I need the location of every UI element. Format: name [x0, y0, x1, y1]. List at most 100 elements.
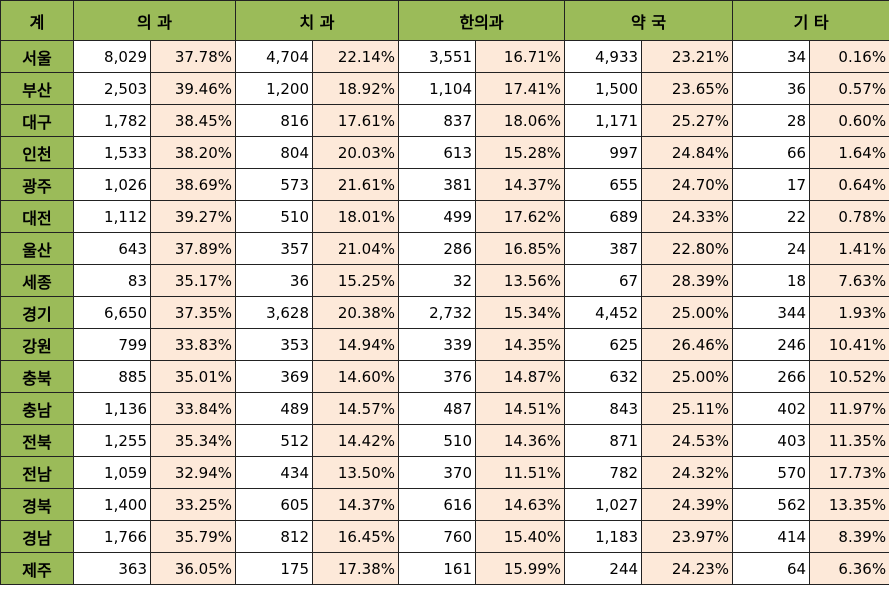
count-cell: 36 [732, 72, 811, 105]
percent-cell: 1.41% [809, 232, 889, 265]
percent-cell: 24.33% [641, 200, 734, 233]
table-row: 제주 363 36.05% 175 17.38% 161 15.99% 244 24.23% 64… [0, 552, 889, 585]
statistics-table: 계 의 과 치 과 한의과 약 국 기 타 서울 8,029 37.78% 4,704… [0, 0, 889, 585]
count-cell: 357 [235, 232, 314, 265]
table-row: 충북 885 35.01% 369 14.60% 376 14.87% 632 25.00% 26… [0, 360, 889, 393]
count-cell: 286 [398, 232, 477, 265]
count-cell: 67 [564, 264, 643, 297]
table-header: 계 의 과 치 과 한의과 약 국 기 타 [0, 0, 889, 41]
count-cell: 632 [564, 360, 643, 393]
percent-cell: 18.06% [475, 104, 566, 137]
percent-cell: 13.56% [475, 264, 566, 297]
percent-cell: 17.73% [809, 456, 889, 489]
row-region-label: 서울 [0, 40, 74, 73]
count-cell: 3,551 [398, 40, 477, 73]
percent-cell: 28.39% [641, 264, 734, 297]
count-cell: 24 [732, 232, 811, 265]
row-region-label: 대전 [0, 200, 74, 233]
percent-cell: 35.34% [149, 424, 237, 457]
row-region-label: 전남 [0, 456, 74, 489]
percent-cell: 15.28% [475, 136, 566, 169]
count-cell: 510 [235, 200, 314, 233]
count-cell: 6,650 [73, 296, 151, 329]
percent-cell: 26.46% [641, 328, 734, 361]
row-region-label: 경북 [0, 488, 74, 521]
count-cell: 34 [732, 40, 811, 73]
count-cell: 1,059 [73, 456, 151, 489]
count-cell: 689 [564, 200, 643, 233]
count-cell: 625 [564, 328, 643, 361]
percent-cell: 37.35% [149, 296, 237, 329]
header-region: 계 [0, 0, 74, 41]
percent-cell: 32.94% [149, 456, 237, 489]
percent-cell: 37.89% [149, 232, 237, 265]
count-cell: 799 [73, 328, 151, 361]
header-group-oriental: 한의과 [398, 0, 566, 41]
percent-cell: 0.16% [809, 40, 889, 73]
header-group-dental: 치 과 [235, 0, 400, 41]
count-cell: 1,400 [73, 488, 151, 521]
percent-cell: 33.83% [149, 328, 237, 361]
percent-cell: 14.63% [475, 488, 566, 521]
count-cell: 1,171 [564, 104, 643, 137]
percent-cell: 1.64% [809, 136, 889, 169]
table-row: 부산 2,503 39.46% 1,200 18.92% 1,104 17.41% 1,500… [0, 72, 889, 105]
percent-cell: 14.37% [475, 168, 566, 201]
count-cell: 28 [732, 104, 811, 137]
percent-cell: 24.23% [641, 552, 734, 585]
count-cell: 66 [732, 136, 811, 169]
percent-cell: 15.40% [475, 520, 566, 553]
percent-cell: 33.25% [149, 488, 237, 521]
percent-cell: 13.35% [809, 488, 889, 521]
count-cell: 363 [73, 552, 151, 585]
header-group-medical: 의 과 [72, 0, 237, 41]
count-cell: 573 [235, 168, 314, 201]
percent-cell: 25.11% [641, 392, 734, 425]
row-region-label: 부산 [0, 72, 74, 105]
table-row: 강원 799 33.83% 353 14.94% 339 14.35% 625 26.46% 24… [0, 328, 889, 361]
percent-cell: 21.04% [312, 232, 400, 265]
row-region-label: 인천 [0, 136, 74, 169]
count-cell: 843 [564, 392, 643, 425]
percent-cell: 38.69% [149, 168, 237, 201]
percent-cell: 16.45% [312, 520, 400, 553]
row-region-label: 충북 [0, 360, 74, 393]
count-cell: 1,782 [73, 104, 151, 137]
percent-cell: 0.57% [809, 72, 889, 105]
percent-cell: 18.01% [312, 200, 400, 233]
percent-cell: 39.27% [149, 200, 237, 233]
table-row: 경남 1,766 35.79% 812 16.45% 760 15.40% 1,183 23.9… [0, 520, 889, 553]
count-cell: 562 [732, 488, 811, 521]
count-cell: 353 [235, 328, 314, 361]
count-cell: 499 [398, 200, 477, 233]
count-cell: 161 [398, 552, 477, 585]
count-cell: 1,027 [564, 488, 643, 521]
row-region-label: 충남 [0, 392, 74, 425]
percent-cell: 0.64% [809, 168, 889, 201]
table-row: 경기 6,650 37.35% 3,628 20.38% 2,732 15.34% 4,452… [0, 296, 889, 329]
row-region-label: 전북 [0, 424, 74, 457]
percent-cell: 11.51% [475, 456, 566, 489]
percent-cell: 22.14% [312, 40, 400, 73]
table-body: 서울 8,029 37.78% 4,704 22.14% 3,551 16.71% 4,933… [0, 40, 889, 585]
percent-cell: 13.50% [312, 456, 400, 489]
count-cell: 4,452 [564, 296, 643, 329]
percent-cell: 36.05% [149, 552, 237, 585]
percent-cell: 24.53% [641, 424, 734, 457]
percent-cell: 24.32% [641, 456, 734, 489]
row-region-label: 대구 [0, 104, 74, 137]
percent-cell: 1.93% [809, 296, 889, 329]
count-cell: 3,628 [235, 296, 314, 329]
count-cell: 605 [235, 488, 314, 521]
percent-cell: 14.42% [312, 424, 400, 457]
percent-cell: 17.38% [312, 552, 400, 585]
row-region-label: 울산 [0, 232, 74, 265]
count-cell: 8,029 [73, 40, 151, 73]
percent-cell: 35.01% [149, 360, 237, 393]
percent-cell: 15.25% [312, 264, 400, 297]
percent-cell: 14.57% [312, 392, 400, 425]
percent-cell: 15.34% [475, 296, 566, 329]
percent-cell: 39.46% [149, 72, 237, 105]
percent-cell: 17.62% [475, 200, 566, 233]
row-region-label: 광주 [0, 168, 74, 201]
